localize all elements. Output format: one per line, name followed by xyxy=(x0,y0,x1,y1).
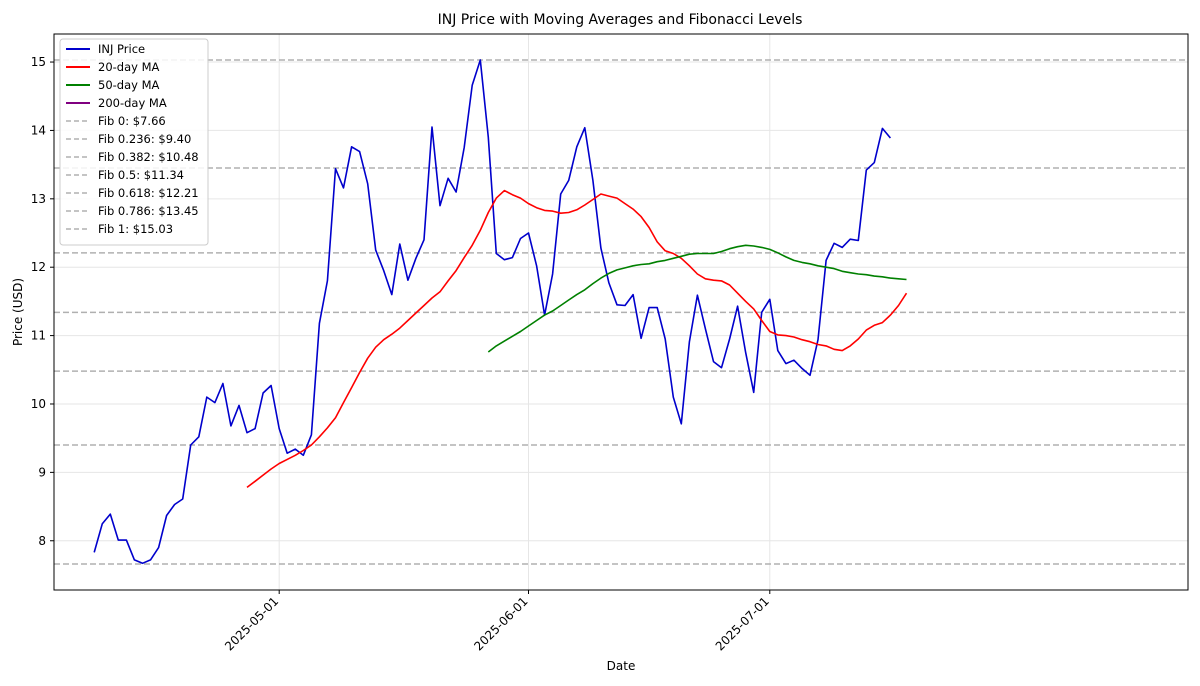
legend-label: INJ Price xyxy=(98,42,145,56)
inj-price-line xyxy=(93,59,892,565)
y-tick-label: 11 xyxy=(31,329,46,343)
y-tick-label: 15 xyxy=(31,55,46,69)
x-axis-label: Date xyxy=(607,659,636,673)
legend: INJ Price 20-day MA 50-day MA 200-day MA Fib… xyxy=(59,38,209,246)
chart-title: INJ Price with Moving Averages and Fibon… xyxy=(438,12,803,28)
y-tick-label: 9 xyxy=(38,465,46,479)
plot-frame xyxy=(53,33,1189,591)
y-tick-label: 8 xyxy=(38,534,46,548)
y-tick-label: 13 xyxy=(31,192,46,206)
20-day-ma-line xyxy=(246,189,908,489)
legend-label: Fib 0.382: $10.48 xyxy=(98,150,199,164)
y-tick-label: 14 xyxy=(31,123,46,137)
y-tick-label: 10 xyxy=(31,397,46,411)
legend-label: Fib 0: $7.66 xyxy=(98,114,166,128)
legend-label: 200-day MA xyxy=(98,96,167,110)
legend-label: Fib 1: $15.03 xyxy=(98,222,173,236)
legend-label: Fib 0.786: $13.45 xyxy=(98,204,199,218)
legend-label: 20-day MA xyxy=(98,60,160,74)
y-axis-label: Price (USD) xyxy=(11,278,25,346)
y-axis: 8 9 10 11 12 13 14 15 xyxy=(31,55,54,548)
fibonacci-levels xyxy=(54,59,1188,565)
legend-label: 50-day MA xyxy=(98,78,160,92)
legend-box xyxy=(59,38,209,246)
y-tick-label: 12 xyxy=(31,260,46,274)
legend-label: Fib 0.5: $11.34 xyxy=(98,168,184,182)
legend-label: Fib 0.236: $9.40 xyxy=(98,132,191,146)
series-lines xyxy=(93,59,908,565)
50-day-ma-line xyxy=(487,244,907,353)
legend-label: Fib 0.618: $12.21 xyxy=(98,186,199,200)
